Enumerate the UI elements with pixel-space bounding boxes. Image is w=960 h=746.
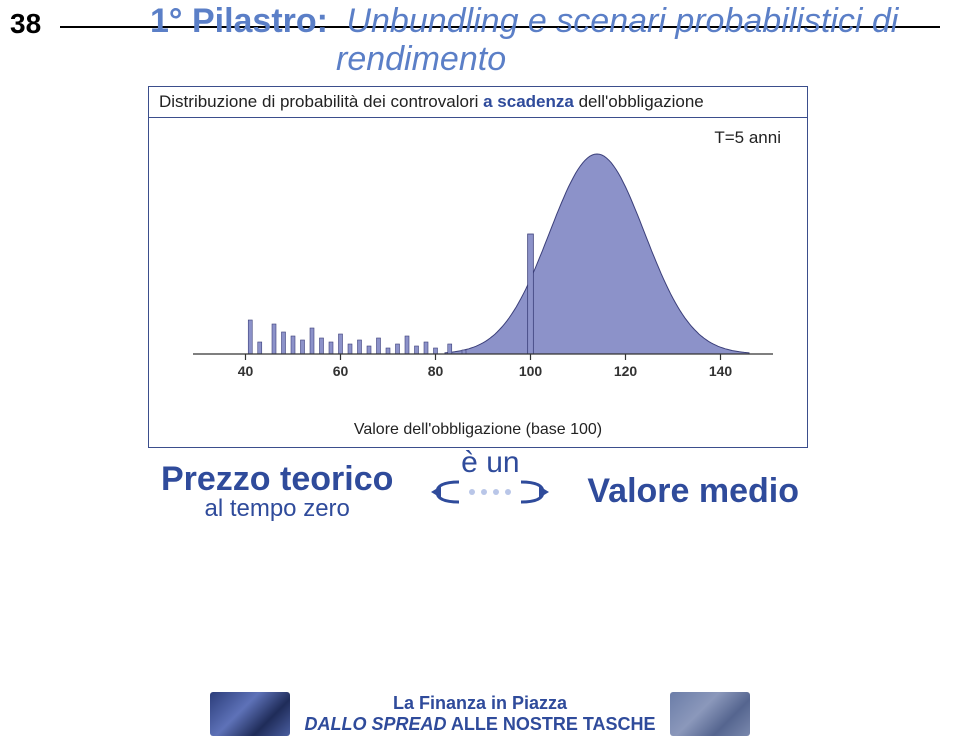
prezzo-line1: Prezzo teorico (161, 460, 393, 499)
svg-text:120: 120 (614, 363, 638, 379)
svg-text:100: 100 (519, 363, 543, 379)
title-line1: Unbundling e scenari probabilistici di (346, 2, 898, 40)
chart-header-suffix: dell'obbligazione (574, 92, 704, 111)
svg-text:140: 140 (709, 363, 733, 379)
arrow-left-icon (427, 478, 461, 506)
bottom-row: Prezzo teorico al tempo zero è un Valore… (0, 460, 960, 523)
footer-line1: La Finanza in Piazza (304, 693, 655, 714)
title-row: 1° Pilastro: Unbundling e scenari probab… (150, 2, 940, 41)
chart-header-prefix: Distribuzione di probabilità dei controv… (159, 92, 483, 111)
e-un-label: è un (461, 446, 519, 480)
footer-text: La Finanza in Piazza DALLO SPREAD ALLE N… (304, 693, 655, 735)
chart-panel: Distribuzione di probabilità dei controv… (148, 86, 808, 448)
title-label: 1° Pilastro: (150, 2, 328, 40)
svg-text:60: 60 (333, 363, 349, 379)
footer-line2: DALLO SPREAD ALLE NOSTRE TASCHE (304, 714, 655, 735)
dot (505, 489, 511, 495)
footer-thumb-left (210, 692, 290, 736)
footer: La Finanza in Piazza DALLO SPREAD ALLE N… (0, 692, 960, 736)
footer-line2-ital: DALLO SPREAD (304, 714, 446, 734)
dots (469, 489, 511, 495)
dot (469, 489, 475, 495)
footer-thumb-right (670, 692, 750, 736)
distribution-chart: 40 60 80 100 120 140 (168, 124, 788, 384)
prezzo-line2: al tempo zero (161, 495, 393, 523)
svg-text:80: 80 (428, 363, 444, 379)
valore-medio: Valore medio (587, 472, 799, 511)
page-number: 38 (10, 8, 41, 40)
svg-text:40: 40 (238, 363, 254, 379)
arrow-right-icon (519, 478, 553, 506)
footer-line2-rest: ALLE NOSTRE TASCHE (447, 714, 656, 734)
chart-header-accent: a scadenza (483, 92, 574, 111)
title-line2: rendimento (336, 40, 506, 79)
arrow-group: è un (427, 478, 553, 506)
dot (481, 489, 487, 495)
chart-annotation: T=5 anni (714, 128, 781, 148)
dot (493, 489, 499, 495)
chart-body: T=5 anni 40 60 80 100 120 140 (149, 118, 807, 418)
prezzo-block: Prezzo teorico al tempo zero (161, 460, 393, 523)
chart-caption: Valore dell'obbligazione (base 100) (149, 418, 807, 447)
chart-header: Distribuzione di probabilità dei controv… (149, 87, 807, 118)
